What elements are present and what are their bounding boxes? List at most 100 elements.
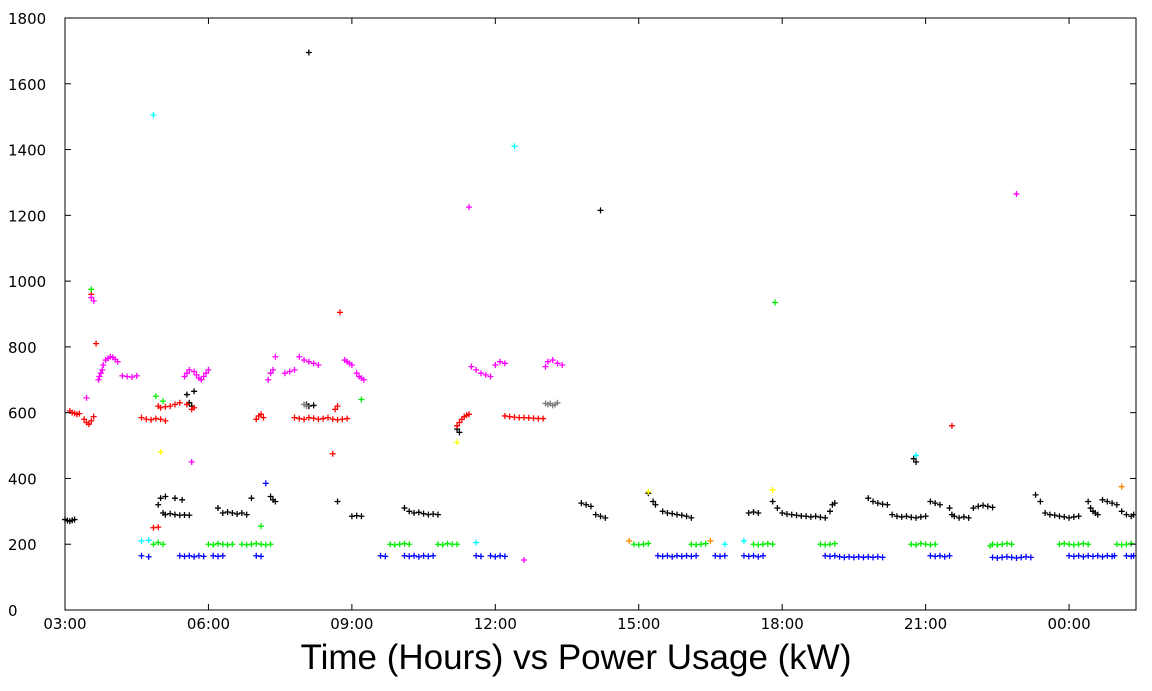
data-point-green [1123, 541, 1130, 548]
y-tick-label: 800 [8, 339, 37, 357]
plot-frame [64, 17, 1137, 611]
data-point-blue [740, 552, 747, 559]
axes: 0 200 400 600 800 1000 1200 1400 1600 1800 03:00 06… [8, 10, 1136, 633]
data-point-blue [846, 553, 853, 560]
data-point-green [224, 541, 231, 548]
data-point-blue [1070, 553, 1077, 560]
data-point-black [1099, 496, 1106, 503]
data-point-green [630, 541, 637, 548]
data-point-magenta [200, 373, 207, 380]
data-point-red [320, 415, 327, 422]
data-point-red [176, 399, 183, 406]
data-point-blue [258, 553, 265, 560]
data-point-red [456, 419, 463, 426]
data-point-blue [946, 552, 953, 559]
data-point-green [917, 540, 924, 547]
data-point-black [783, 510, 790, 517]
data-point-orange [707, 537, 714, 544]
data-point-black [917, 513, 924, 520]
data-point-cyan [913, 452, 920, 459]
data-point-green [1003, 540, 1010, 547]
data-point-blue [1104, 552, 1111, 559]
data-point-green [913, 541, 920, 548]
data-point-blue [750, 552, 757, 559]
data-point-magenta [90, 297, 97, 304]
data-point-black [597, 513, 604, 520]
data-point-magenta [269, 366, 276, 373]
data-point-blue [755, 553, 762, 560]
data-point-blue [487, 552, 494, 559]
data-point-blue [1066, 552, 1073, 559]
data-point-black [884, 501, 891, 508]
data-point-red [329, 416, 336, 423]
data-point-red [329, 450, 336, 457]
data-point-black [1094, 511, 1101, 518]
data-point-red [143, 416, 150, 423]
data-point-blue [195, 552, 202, 559]
data-point-blue [831, 552, 838, 559]
data-point-black [434, 511, 441, 518]
data-point-blue [406, 553, 413, 560]
data-point-black [984, 503, 991, 510]
data-point-blue [989, 554, 996, 561]
data-point-red [315, 416, 322, 423]
data-point-blue [674, 552, 680, 559]
data-point-red [183, 401, 190, 408]
data-point-black [807, 513, 814, 520]
data-point-black [155, 501, 162, 508]
data-point-green [817, 541, 824, 548]
data-point-red [162, 403, 169, 410]
data-point-red [334, 403, 341, 410]
data-point-black [870, 498, 877, 505]
data-point-black [592, 511, 599, 518]
data-point-red [540, 415, 547, 422]
data-point-blue [827, 553, 833, 560]
data-point-black [415, 509, 422, 516]
data-point-green [396, 541, 403, 548]
data-point-red [157, 404, 164, 411]
data-point-green [831, 540, 838, 547]
data-point-black [305, 49, 312, 56]
data-point-green [635, 541, 642, 548]
data-point-green [827, 541, 833, 548]
data-point-red [93, 340, 100, 347]
data-point-yellow [454, 439, 461, 446]
data-point-blue [219, 552, 226, 559]
data-point-black [774, 505, 781, 512]
data-point-green [152, 393, 159, 400]
data-point-black [243, 511, 250, 518]
y-tick-label: 200 [8, 536, 37, 554]
data-point-black [922, 513, 929, 520]
data-point-green [927, 541, 934, 548]
data-point-green [210, 541, 217, 548]
data-point-black [755, 509, 762, 516]
data-point-green [932, 541, 939, 548]
data-point-green [772, 299, 779, 306]
x-tick-label: 18:00 [761, 615, 804, 633]
data-point-black [456, 429, 463, 436]
data-point-black [353, 512, 360, 519]
data-point-black [171, 511, 178, 518]
data-point-green [205, 541, 212, 548]
data-point-green [640, 541, 647, 548]
data-point-black [1075, 513, 1082, 520]
y-tick-label: 1200 [8, 207, 46, 225]
data-point-green [769, 541, 776, 548]
data-point-blue [664, 552, 671, 559]
data-point-magenta [267, 370, 274, 377]
data-point-blue [1027, 554, 1034, 561]
data-point-green [160, 541, 167, 548]
data-point-black [1070, 513, 1077, 520]
x-tick-label: 03:00 [43, 615, 86, 633]
data-point-black [956, 514, 963, 521]
data-point-magenta [1013, 190, 1020, 197]
data-point-green [688, 541, 695, 548]
data-point-black [951, 513, 958, 520]
data-point-magenta [501, 360, 508, 367]
data-point-green [1066, 541, 1073, 548]
data-point-magenta [286, 368, 293, 375]
data-point-green [401, 540, 408, 547]
data-point-black [215, 505, 221, 512]
data-point-green [1008, 541, 1015, 548]
data-point-black [898, 513, 905, 520]
